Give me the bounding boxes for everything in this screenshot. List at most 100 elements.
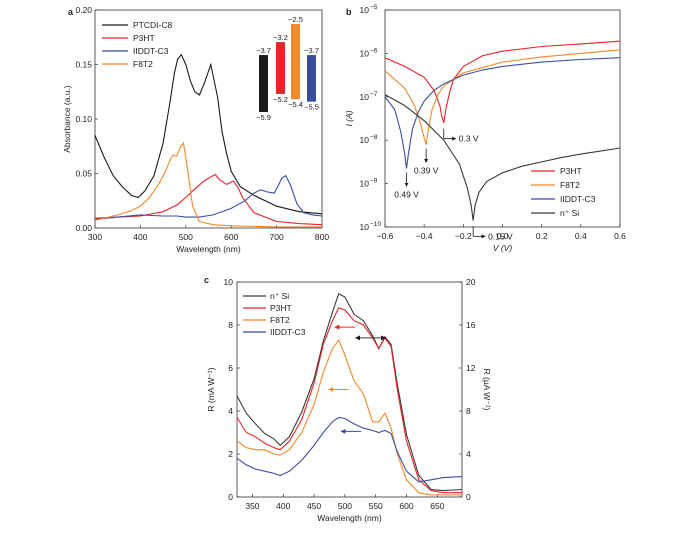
panel-label-a: a: [68, 7, 74, 17]
x-tick-label: 400: [133, 232, 147, 242]
series-line-iiddt-c3: [384, 57, 621, 169]
series-line-f8t2: [94, 141, 322, 228]
y-tick-label: 10: [360, 5, 370, 15]
x-axis-label: V (V): [493, 243, 513, 253]
panel-a-absorbance-chart: 300 400 500 600 700 800 0.00 0.05 0.10 0.15 0.20 Wa…: [62, 5, 329, 254]
y-tick-label: 0.15: [75, 60, 92, 70]
x-tick-label: 600: [399, 501, 413, 511]
y-axis-label-left: R (mA W⁻¹): [206, 367, 216, 411]
series-line-iiddt-c3: [236, 416, 463, 483]
plot-frame: [236, 281, 463, 498]
y-tick-exponent: −5: [370, 4, 378, 11]
y-axis-label-right: R (μA W⁻¹): [482, 369, 492, 411]
y-tick-exponent: −6: [370, 47, 378, 54]
series-line-f8t2: [236, 338, 462, 496]
y-tick-label: 0.00: [75, 223, 92, 233]
plot-frame: [94, 9, 323, 229]
y-tick-exponent: −7: [370, 91, 378, 98]
x-tick-label: 500: [179, 232, 193, 242]
x-tick-label: 400: [276, 501, 290, 511]
x-tick-label: 550: [369, 501, 383, 511]
y-tick-label-left: 2: [228, 449, 233, 459]
y-tick-label-right: 0: [466, 492, 471, 502]
legend-label: IIDDT-C3: [560, 194, 596, 204]
annotation-label: 0.3 V: [459, 134, 479, 144]
y-axis-label: I (A): [344, 110, 354, 126]
y-tick-label: 10: [360, 135, 370, 145]
energy-level-bottom-label: −5.9: [256, 113, 271, 122]
energy-level-bottom-label: −5.5: [304, 103, 319, 112]
y-tick-label: 10: [360, 48, 370, 58]
x-tick-label: 0.2: [536, 231, 548, 241]
annotation-label: 0.49 V: [394, 189, 419, 199]
x-tick-label: 450: [307, 501, 321, 511]
legend-label: n⁺ Si: [270, 291, 289, 301]
y-tick-label: 0.05: [75, 169, 92, 179]
y-tick-label: 0.10: [75, 114, 92, 124]
x-tick-label: 0.0: [497, 231, 509, 241]
x-tick-label: −0.2: [455, 231, 472, 241]
energy-level-top-label: −3.2: [273, 33, 288, 42]
x-tick-label: 300: [88, 232, 102, 242]
y-tick-label-left: 0: [228, 492, 233, 502]
series-line-p3ht: [236, 307, 462, 494]
x-tick-label: 650: [430, 501, 444, 511]
x-tick-label: −0.4: [416, 231, 433, 241]
energy-level-bar: [259, 55, 268, 112]
legend-label: P3HT: [270, 303, 292, 313]
series-line-ptcdi-c8: [94, 53, 323, 215]
y-tick-exponent: −9: [370, 178, 378, 185]
y-tick-exponent: −10: [370, 221, 381, 228]
series-line-n-si: [236, 293, 463, 492]
energy-level-bar: [276, 42, 285, 94]
legend-label: PTCDI-C8: [133, 20, 172, 30]
energy-level-top-label: −2.5: [288, 15, 303, 24]
energy-level-top-label: −3.7: [256, 46, 271, 55]
legend-label: F8T2: [133, 59, 153, 69]
x-tick-label: 700: [270, 232, 284, 242]
annotation-label: 0.15 V: [488, 231, 513, 241]
x-tick-label: 0.6: [614, 231, 626, 241]
legend-label: IIDDT-C3: [133, 46, 169, 56]
y-tick-label-left: 4: [228, 406, 233, 416]
series-line-n-si: [384, 94, 621, 221]
x-tick-label: 600: [224, 232, 238, 242]
legend-label: F8T2: [270, 315, 290, 325]
y-tick-label-right: 4: [466, 449, 471, 459]
y-tick-label: 10: [360, 222, 370, 232]
series-line-p3ht: [94, 173, 323, 226]
panel-label-c: c: [204, 275, 209, 285]
x-tick-label: 0.4: [575, 231, 587, 241]
y-tick-label-right: 16: [466, 320, 476, 330]
legend-label: P3HT: [560, 166, 582, 176]
panel-label-b: b: [346, 7, 352, 17]
x-axis-label: Wavelength (nm): [176, 244, 241, 254]
y-tick-label-left: 6: [228, 363, 233, 373]
x-tick-label: −0.6: [377, 231, 394, 241]
y-axis-label: Absorbance (a.u.): [62, 85, 72, 153]
legend-label: P3HT: [133, 33, 155, 43]
x-tick-label: 500: [338, 501, 352, 511]
y-tick-label-right: 12: [466, 363, 476, 373]
panel-c-responsivity-chart: 350 400 450 500 550 600 650 0 2 4 6 8 10 0 4 8 12 16 20 Wav…: [206, 277, 492, 523]
energy-level-bottom-label: −5.2: [273, 95, 288, 104]
y-tick-exponent: −8: [370, 134, 378, 141]
series-line-iiddt-c3: [94, 174, 323, 220]
energy-level-bar: [291, 24, 300, 100]
x-tick-label: 350: [245, 501, 259, 511]
y-tick-label: 10: [360, 179, 370, 189]
y-tick-label: 0.20: [75, 5, 92, 15]
energy-level-bottom-label: −5.4: [288, 100, 303, 109]
y-tick-label-left: 8: [228, 320, 233, 330]
y-tick-label-left: 10: [224, 277, 234, 287]
y-tick-label-right: 8: [466, 406, 471, 416]
legend-label: IIDDT-C3: [270, 327, 306, 337]
energy-level-top-label: −3.7: [304, 46, 319, 55]
series-line-p3ht: [384, 40, 621, 123]
y-tick-label-right: 20: [466, 277, 476, 287]
energy-level-bar: [307, 55, 316, 102]
y-tick-label: 10: [360, 92, 370, 102]
legend-label: n⁺ Si: [560, 208, 579, 218]
